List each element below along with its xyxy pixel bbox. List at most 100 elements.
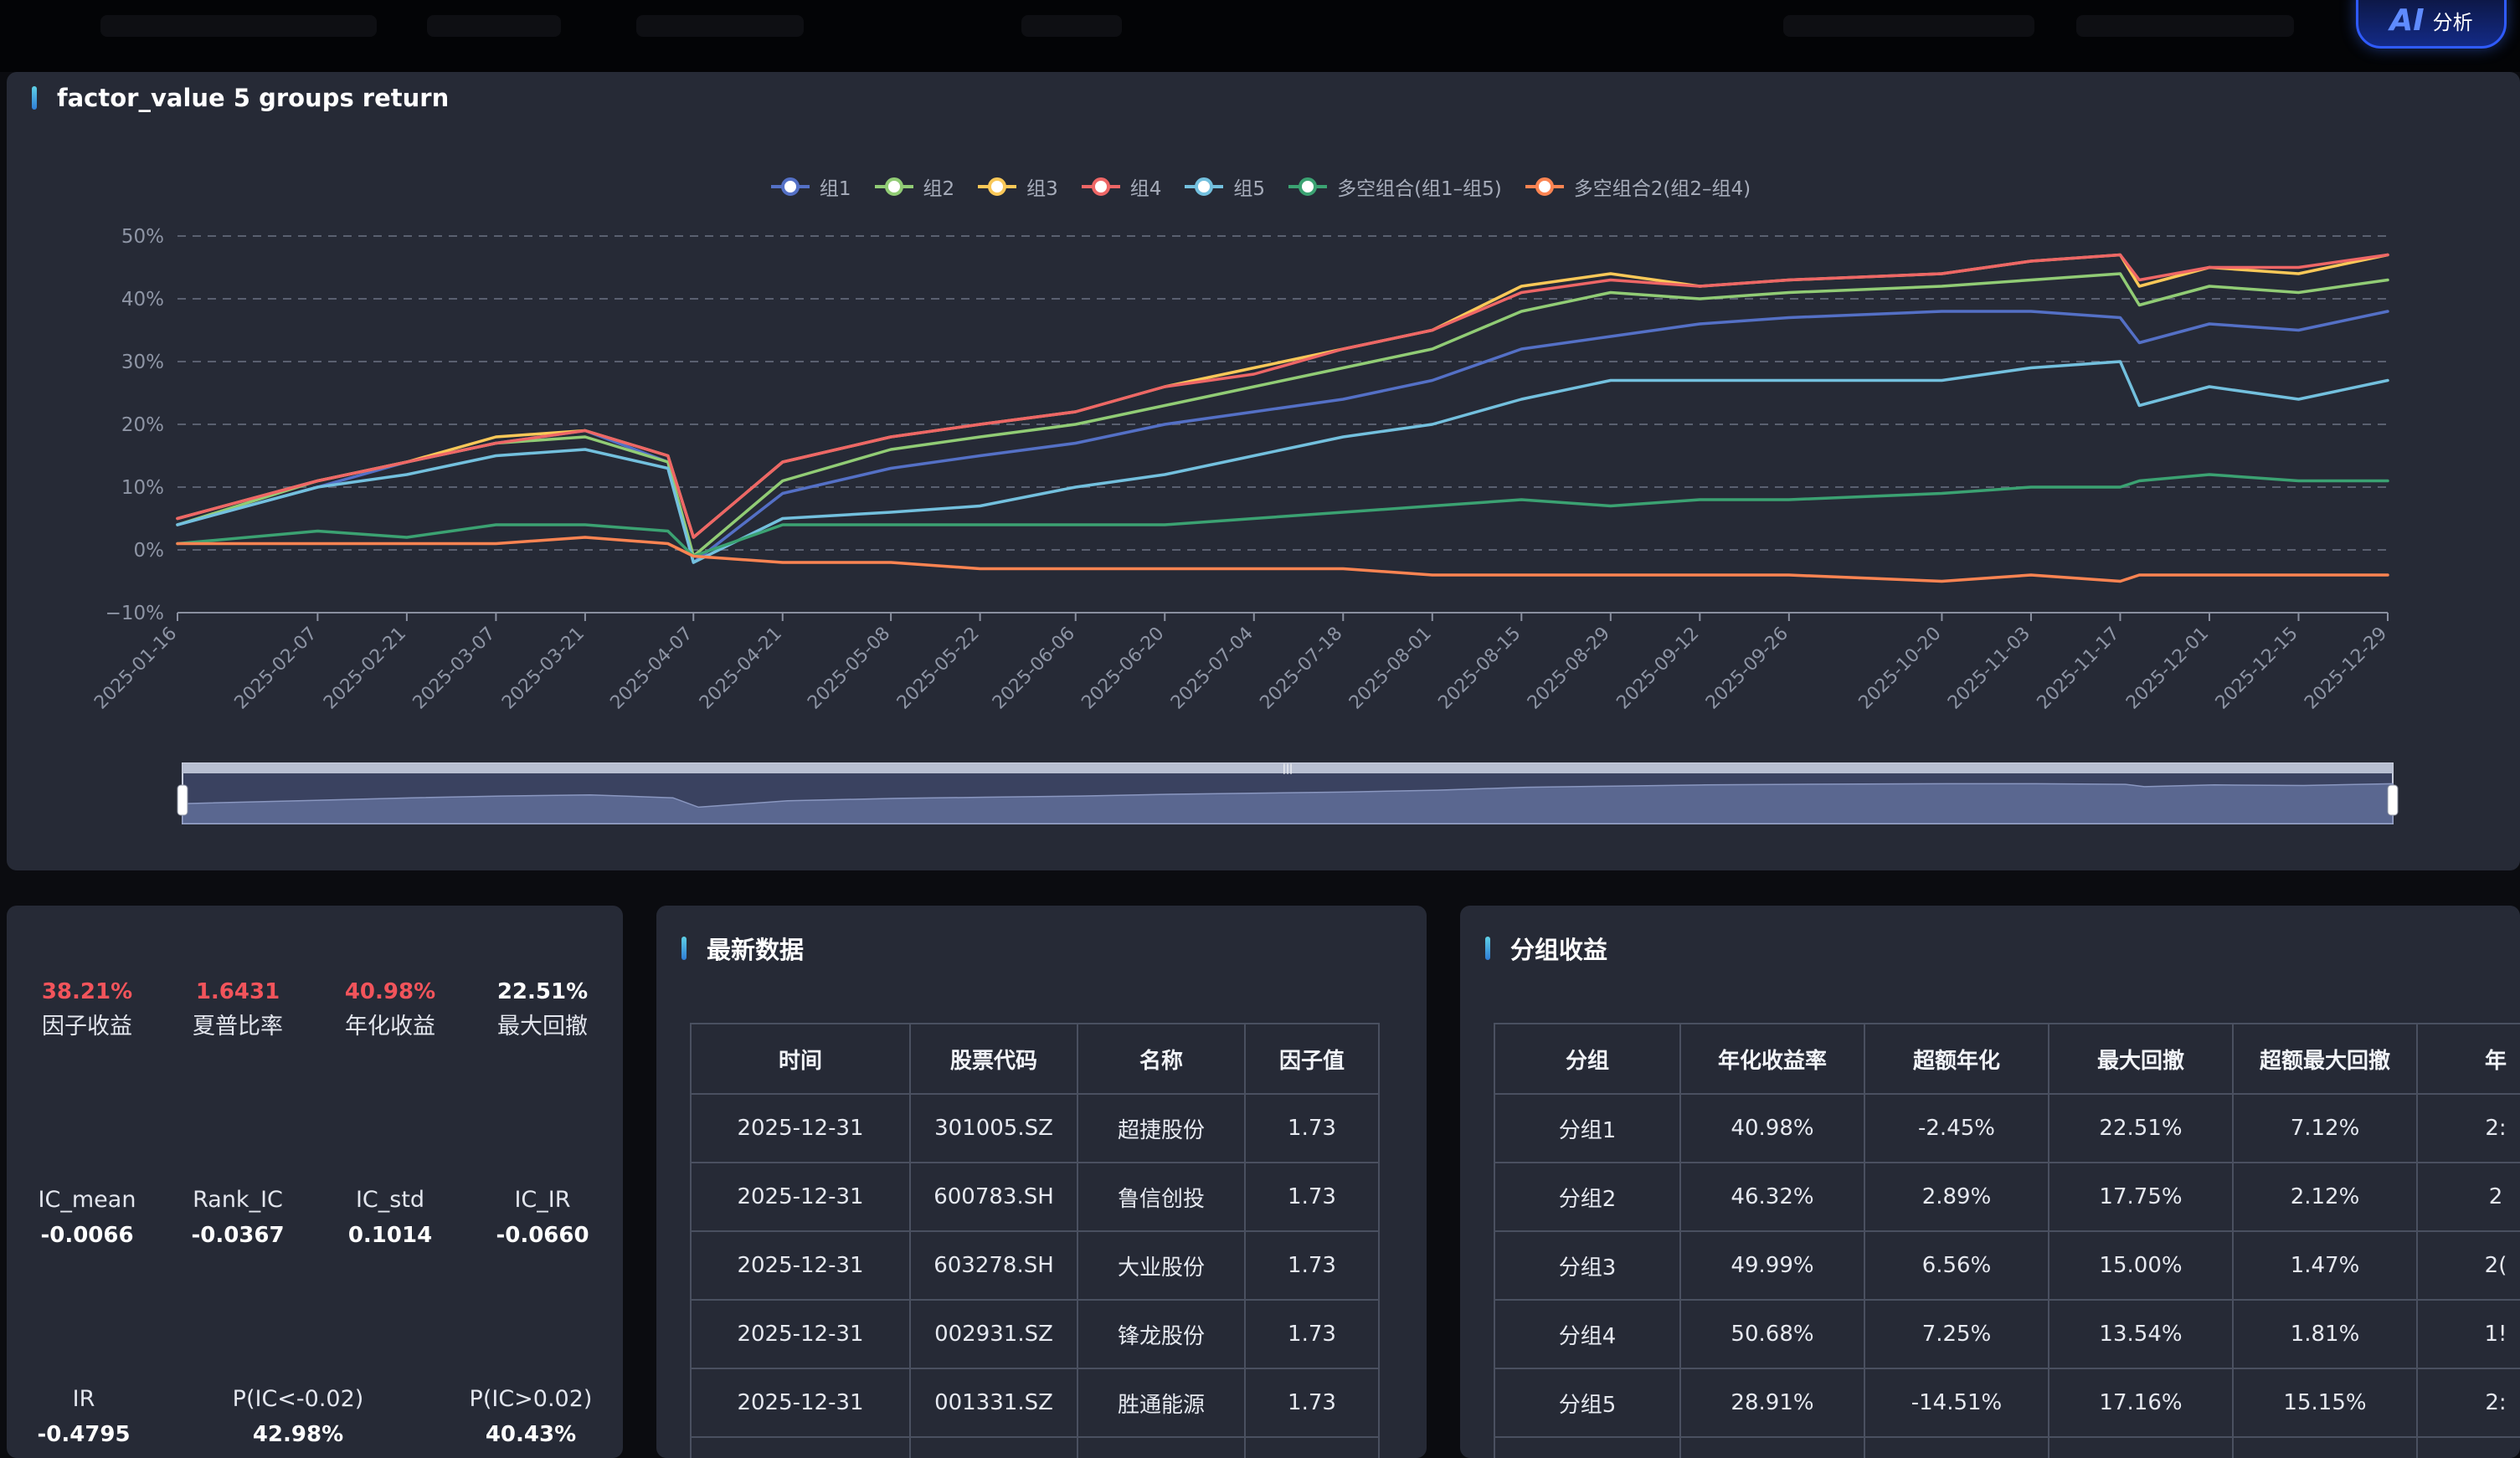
ir-value: 42.98%: [252, 1422, 344, 1447]
legend-item-1[interactable]: 组1: [769, 172, 851, 201]
table-cell: 46.32%: [1679, 1162, 1865, 1232]
column-header[interactable]: 年: [2416, 1023, 2520, 1095]
series-line-5: [176, 360, 2389, 564]
legend-label: 组5: [1233, 178, 1266, 200]
legend-marker-icon: [1525, 177, 1564, 196]
table-cell: 28.91%: [1679, 1368, 1865, 1438]
stat-metric: 40.98% 年化收益: [315, 979, 465, 1040]
x-tick-label: 2025-03-21: [498, 624, 589, 714]
ic-value: -0.0367: [191, 1223, 285, 1248]
table-cell: 17.16%: [2048, 1368, 2234, 1438]
legend-item-3[interactable]: 组3: [976, 172, 1058, 201]
table-cell: 49.99%: [1679, 1230, 1865, 1301]
x-tick-label: 2025-04-07: [606, 624, 697, 714]
y-tick-label: −10%: [105, 603, 164, 624]
column-header[interactable]: 年化收益率: [1679, 1023, 1865, 1095]
zoom-slider-preview: [182, 783, 2394, 824]
ic-label: IC_IR: [514, 1187, 571, 1213]
legend-item-6[interactable]: 多空组合(组1–组5): [1287, 172, 1502, 201]
x-tick-label: 2025-11-17: [2034, 624, 2124, 714]
column-header[interactable]: 分组: [1494, 1023, 1681, 1095]
column-header[interactable]: 因子值: [1244, 1023, 1380, 1095]
title-accent-bar: [1485, 937, 1490, 960]
x-tick-label: 2025-05-08: [804, 624, 894, 714]
ir-metric: IR -0.4795: [8, 1383, 159, 1447]
legend-item-2[interactable]: 组2: [873, 172, 954, 201]
table-cell: 1.73: [1244, 1299, 1380, 1369]
table-row[interactable]: 2025-12-31 001331.SZ 胜通能源 1.73: [690, 1368, 1380, 1438]
legend-item-4[interactable]: 组4: [1080, 172, 1161, 201]
series-line-7: [176, 536, 2389, 583]
title-accent-bar: [681, 937, 687, 960]
table-cell: 2(: [2416, 1230, 2520, 1301]
ic-value: 0.1014: [347, 1223, 433, 1248]
table-row[interactable]: 2025-12-31 600783.SH 鲁信创投 1.73: [690, 1162, 1380, 1232]
ai-icon: AI: [2389, 3, 2425, 38]
table-cell: 301005.SZ: [909, 1093, 1078, 1163]
x-tick-label: 2025-11-03: [1944, 624, 2034, 714]
table-cell: 2:: [2416, 1093, 2520, 1163]
stat-metric: 22.51% 最大回撤: [467, 979, 618, 1040]
table-cell: 22.51%: [2048, 1093, 2234, 1163]
table-row[interactable]: 2025-12-31 002931.SZ 锋龙股份 1.73: [690, 1299, 1380, 1369]
legend-marker-icon: [978, 177, 1017, 196]
table-cell: 17.75%: [2048, 1162, 2234, 1232]
ai-analysis-label: 分析: [2432, 10, 2473, 34]
y-tick-label: 40%: [121, 289, 164, 311]
table-row[interactable]: 2025-12-31 301005.SZ 超捷股份 1.73: [690, 1093, 1380, 1163]
x-tick-label: 2025-06-06: [989, 624, 1079, 714]
latest-data-table: 时间 股票代码 名称 因子值 2025-12-31 301005.SZ 超捷股份 1.73 20…: [690, 1023, 1380, 1458]
table-cell: 7.12%: [2232, 1093, 2418, 1163]
table-cell: 1.73: [1244, 1368, 1380, 1438]
stat-label: 年化收益: [345, 1014, 435, 1040]
column-header[interactable]: 时间: [690, 1023, 911, 1095]
latest-data-header: 最新数据: [681, 931, 804, 966]
legend-item-7[interactable]: 多空组合2(组2–组4): [1524, 172, 1751, 201]
ir-value: -0.4795: [37, 1422, 131, 1447]
latest-data-title: 最新数据: [707, 936, 805, 964]
table-cell: 1.73: [1244, 1162, 1380, 1232]
latest-data-panel: 最新数据 时间 股票代码 名称 因子值 2025-12-31 301005.SZ 超捷股份 1…: [656, 906, 1427, 1458]
series-line-3: [176, 253, 2389, 539]
table-cell: 2:: [2416, 1368, 2520, 1438]
column-header[interactable]: 股票代码: [909, 1023, 1078, 1095]
table-cell: -14.51%: [1864, 1368, 2049, 1438]
table-cell: 1.47%: [2232, 1230, 2418, 1301]
legend-item-5[interactable]: 组5: [1183, 172, 1265, 201]
table-cell: 2025-12-31: [690, 1368, 911, 1438]
column-header[interactable]: 名称: [1077, 1023, 1246, 1095]
zoom-slider-top-bar: [183, 763, 2393, 773]
column-header[interactable]: 超额最大回撤: [2232, 1023, 2418, 1095]
ic-metric: Rank_IC -0.0367: [162, 1183, 313, 1248]
legend-marker-icon: [1185, 177, 1224, 196]
x-tick-label: 2025-02-07: [231, 624, 321, 714]
group-return-header: 分组收益: [1485, 931, 1607, 966]
x-tick-label: 2025-08-29: [1524, 624, 1614, 714]
table-cell: 2025-12-31: [690, 1162, 911, 1232]
table-row[interactable]: 分组2 46.32% 2.89% 17.75% 2.12% 2: [1494, 1162, 2520, 1232]
table-header-row: 分组 年化收益率 超额年化 最大回撤 超额最大回撤年: [1494, 1023, 2520, 1095]
chart-canvas: 50% 40% 30% 20% 10% 0% −10%2025-01-16 2025-02-0…: [90, 226, 2399, 824]
table-cell: 1.73: [1244, 1093, 1380, 1163]
group-return-panel: 分组收益 分组 年化收益率 超额年化 最大回撤 超额最大回撤年分组1 40.98% -2.4…: [1460, 906, 2520, 1458]
column-header[interactable]: 超额年化: [1864, 1023, 2049, 1095]
x-tick-label: 2025-02-21: [320, 624, 410, 714]
stat-label: 因子收益: [42, 1014, 132, 1040]
table-row[interactable]: 2025-12-31 603278.SH 大业股份 1.73: [690, 1230, 1380, 1301]
table-cell: 分组1: [1494, 1093, 1681, 1163]
table-cell: 分组4: [1494, 1299, 1681, 1369]
ir-label: P(IC>0.02): [469, 1386, 593, 1412]
chart-title: factor_value 5 groups return: [57, 84, 450, 112]
ic-label: Rank_IC: [193, 1187, 283, 1213]
column-header[interactable]: 最大回撤: [2048, 1023, 2234, 1095]
ic-label: IC_mean: [38, 1187, 136, 1213]
zoom-handle-left[interactable]: [177, 784, 188, 816]
ic-value: -0.0660: [496, 1223, 589, 1248]
table-row[interactable]: 分组1 40.98% -2.45% 22.51% 7.12% 2:: [1494, 1093, 2520, 1163]
table-row[interactable]: 分组5 28.91% -14.51% 17.16% 15.15% 2:: [1494, 1368, 2520, 1438]
zoom-handle-right[interactable]: [2387, 784, 2399, 816]
table-row[interactable]: 分组3 49.99% 6.56% 15.00% 1.47% 2(: [1494, 1230, 2520, 1301]
ai-analysis-button[interactable]: AI 分析: [2356, 0, 2507, 49]
table-row[interactable]: 分组4 50.68% 7.25% 13.54% 1.81% 1!: [1494, 1299, 2520, 1369]
x-tick-label: 2025-12-15: [2212, 624, 2302, 714]
